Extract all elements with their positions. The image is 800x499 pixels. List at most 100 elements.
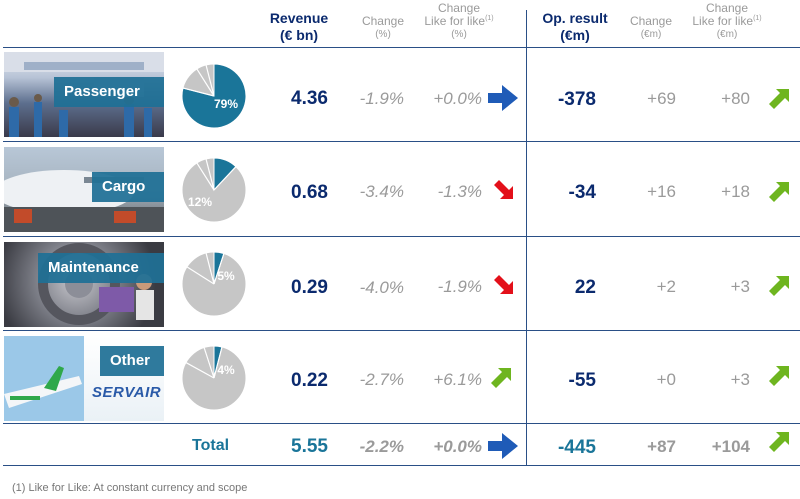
total-op-arrow	[766, 429, 792, 455]
op-lfl-header-unit: (€m)	[716, 29, 738, 40]
total-revenue: 5.55	[291, 436, 328, 457]
row-separator	[3, 465, 800, 466]
pie-share-label: 5%	[217, 269, 235, 283]
arrow-down-right-icon	[494, 180, 513, 199]
cargo-lfl: -1.3%	[437, 182, 482, 201]
maintenance-lfl: -1.9%	[437, 277, 482, 296]
pie-separator-maintenance	[196, 162, 215, 191]
passenger-revenue: 4.36	[291, 88, 328, 109]
passenger-op-lfl: +80	[721, 89, 750, 108]
total-op-lfl: +104	[711, 437, 750, 456]
lfl-header: Change Like for like(1) (%)	[418, 2, 500, 41]
pie-separator-other	[205, 252, 215, 285]
pie-share-label: 12%	[188, 195, 212, 209]
total-op-result: -445	[557, 437, 596, 458]
passenger-lfl-arrow	[488, 85, 518, 111]
other-lfl-arrow	[488, 365, 514, 391]
passenger-change: -1.9%	[359, 89, 404, 108]
pie-separator-cargo	[185, 362, 215, 379]
op-change-header-title: Change	[629, 14, 673, 28]
maintenance-label: Maintenance	[38, 253, 164, 283]
op-result-header: Op. result (€m)	[534, 10, 616, 44]
op-lfl-header-line2: Like for like	[692, 14, 754, 28]
arrow-right-icon	[488, 85, 518, 111]
other-photo-art	[4, 336, 84, 421]
change-header-title: Change	[361, 14, 405, 28]
other-op-lfl: +3	[730, 370, 750, 389]
cargo-lfl-arrow	[492, 178, 516, 202]
arrow-up-right-icon	[769, 366, 789, 386]
maintenance-op-result: 22	[574, 277, 596, 298]
cargo-op-change: +16	[647, 182, 676, 201]
op-result-header-unit: (€m)	[560, 27, 590, 43]
revenue-header: Revenue (€ bn)	[258, 10, 340, 44]
arrow-up-right-icon	[491, 368, 511, 388]
maintenance-op-arrow	[766, 273, 792, 299]
op-change-header-unit: (€m)	[640, 29, 662, 40]
other-lfl: +6.1%	[433, 370, 482, 389]
passenger-lfl: +0.0%	[433, 89, 482, 108]
column-divider	[526, 10, 527, 466]
passenger-op-change: +69	[647, 89, 676, 108]
maintenance-revenue: 0.29	[291, 277, 328, 298]
total-label: Total	[192, 437, 230, 454]
cargo-op-result: -34	[568, 182, 596, 203]
row-separator	[3, 330, 800, 331]
revenue-header-unit: (€ bn)	[279, 27, 319, 43]
cargo-revenue: 0.68	[291, 182, 328, 203]
maintenance-lfl-arrow	[492, 273, 516, 297]
lfl-header-footnote-ref: (1)	[485, 15, 494, 22]
change-header-unit: (%)	[375, 29, 391, 40]
pie-share-label: 79%	[214, 97, 238, 111]
maintenance-op-lfl: +3	[730, 277, 750, 296]
other-op-change: +0	[656, 370, 676, 389]
other-photo	[4, 336, 164, 421]
maintenance-change: -4.0%	[359, 278, 404, 297]
lfl-header-line2: Like for like	[424, 14, 486, 28]
other-revenue: 0.22	[291, 370, 328, 391]
other-op-result: -55	[568, 370, 596, 391]
pie-separator-cargo	[186, 266, 215, 285]
total-lfl: +0.0%	[433, 437, 482, 456]
maintenance-op-change: +2	[656, 277, 676, 296]
arrow-up-right-icon	[769, 89, 789, 109]
change-header: Change (%)	[352, 15, 414, 41]
op-change-header: Change (€m)	[618, 15, 684, 41]
other-op-arrow	[766, 363, 792, 389]
pie-separator-passenger	[213, 346, 223, 379]
pie-separator-maintenance	[203, 347, 215, 379]
cargo-op-lfl: +18	[721, 182, 750, 201]
passenger-label: Passenger	[54, 77, 164, 107]
row-separator	[3, 423, 800, 424]
op-lfl-header: Change Like for like(1) (€m)	[686, 2, 768, 41]
pie-separator-maintenance	[196, 68, 215, 97]
total-change: -2.2%	[359, 437, 404, 456]
row-separator	[3, 141, 800, 142]
pie-separator-cargo	[182, 87, 215, 97]
pie-separator-other	[205, 64, 215, 97]
maintenance-share-pie: 5%	[181, 251, 247, 317]
lfl-header-line1: Change	[437, 1, 481, 15]
servair-logo: SERVAIR	[92, 384, 162, 401]
total-op-change: +87	[647, 437, 676, 456]
arrow-up-right-icon	[769, 432, 789, 452]
other-change: -2.7%	[359, 370, 404, 389]
other-share-pie: 4%	[181, 345, 247, 411]
footnote: (1) Like for Like: At constant currency …	[12, 482, 248, 494]
arrow-down-right-icon	[494, 275, 513, 294]
cargo-share-pie: 12%	[181, 157, 247, 223]
passenger-op-result: -378	[557, 89, 596, 110]
row-separator	[3, 236, 800, 237]
passenger-op-arrow	[766, 86, 792, 112]
arrow-up-right-icon	[769, 276, 789, 296]
cargo-label: Cargo	[92, 172, 164, 202]
op-result-header-title: Op. result	[542, 10, 608, 26]
pie-share-label: 4%	[217, 363, 235, 377]
total-lfl-arrow	[488, 433, 518, 459]
pie-separator-passenger	[213, 253, 225, 285]
cargo-change: -3.4%	[359, 182, 404, 201]
arrow-up-right-icon	[769, 182, 789, 202]
other-label: Other	[100, 346, 164, 376]
op-lfl-header-footnote-ref: (1)	[753, 15, 762, 22]
op-lfl-header-line1: Change	[705, 1, 749, 15]
